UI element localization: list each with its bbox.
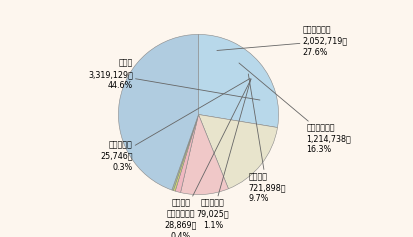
Text: 歩行者妨害
79,025件
1.1%: 歩行者妨害 79,025件 1.1% — [197, 79, 251, 230]
Wedge shape — [180, 114, 228, 195]
Wedge shape — [199, 114, 278, 189]
Text: 無免許運転
25,746件
0.3%: 無免許運転 25,746件 0.3% — [100, 78, 250, 172]
Wedge shape — [119, 34, 199, 190]
Wedge shape — [172, 114, 199, 191]
Text: 最高速度違反
2,052,719件
27.6%: 最高速度違反 2,052,719件 27.6% — [217, 26, 348, 57]
Wedge shape — [173, 114, 199, 191]
Text: その他
3,319,129件
44.6%: その他 3,319,129件 44.6% — [88, 59, 260, 100]
Wedge shape — [175, 114, 199, 192]
Wedge shape — [199, 34, 279, 128]
Text: 一時停止違反
1,214,738件
16.3%: 一時停止違反 1,214,738件 16.3% — [239, 63, 351, 154]
Text: 信号無視
721,898件
9.7%: 信号無視 721,898件 9.7% — [248, 74, 286, 203]
Text: 酒酔い・
酒気帯び運転
28,869件
0.4%: 酒酔い・ 酒気帯び運転 28,869件 0.4% — [165, 79, 251, 237]
